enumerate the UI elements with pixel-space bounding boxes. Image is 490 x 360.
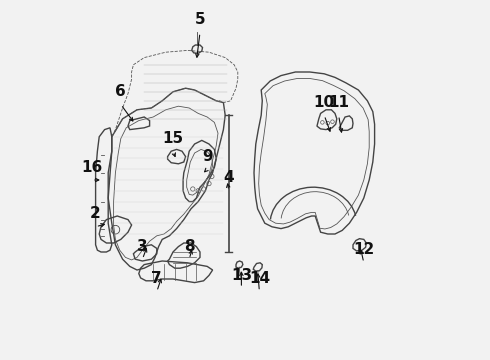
Text: 15: 15 [163, 131, 184, 146]
Text: 9: 9 [202, 149, 213, 164]
Text: 8: 8 [184, 239, 195, 254]
Text: 16: 16 [81, 159, 102, 175]
Text: 7: 7 [151, 271, 162, 286]
Text: 11: 11 [328, 95, 349, 110]
Text: 14: 14 [249, 271, 270, 286]
Text: 13: 13 [231, 267, 252, 283]
Text: 12: 12 [353, 242, 374, 257]
Text: 10: 10 [314, 95, 335, 110]
Text: 2: 2 [90, 206, 101, 221]
Text: 5: 5 [195, 12, 205, 27]
Text: 6: 6 [116, 84, 126, 99]
Text: 4: 4 [223, 170, 234, 185]
Text: 3: 3 [137, 239, 147, 254]
